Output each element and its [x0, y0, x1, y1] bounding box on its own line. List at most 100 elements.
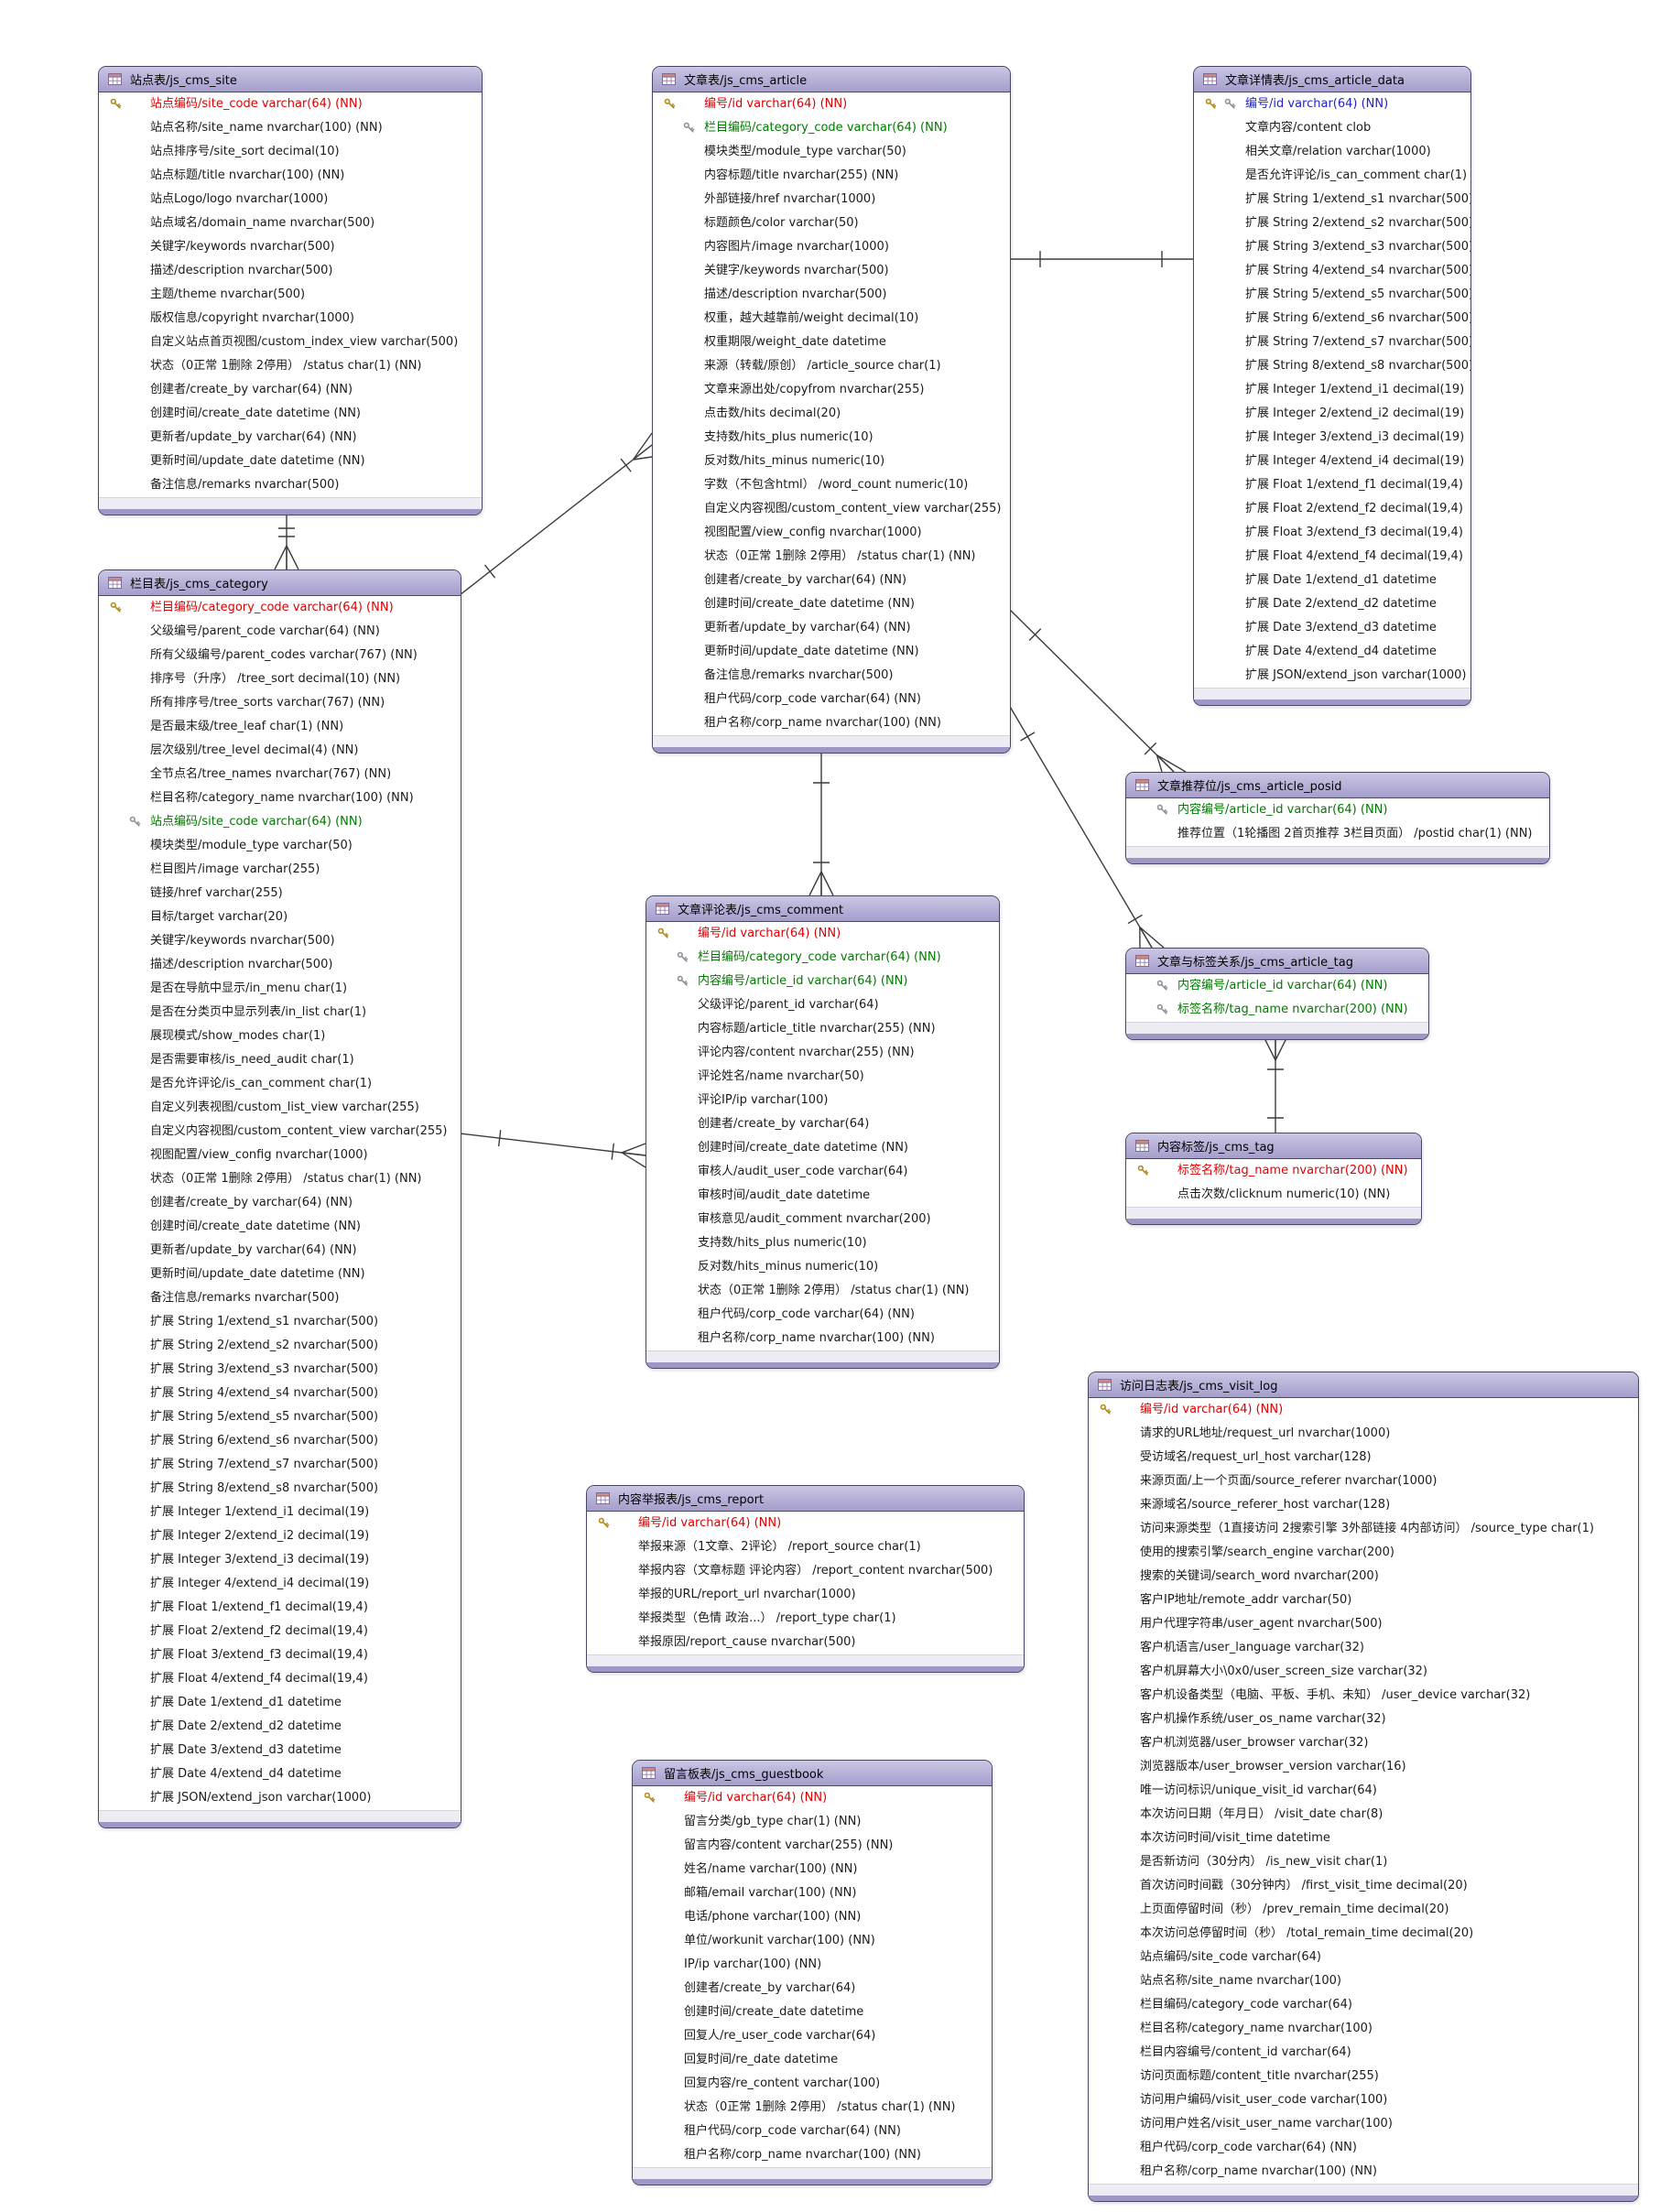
field-row: 扩展 Float 1/extend_f1 decimal(19,4) [1194, 473, 1470, 497]
table-header-js_cms_article_posid[interactable]: 文章推荐位/js_cms_article_posid [1126, 773, 1549, 798]
field-label: 是否允许评论/is_can_comment char(1) [1245, 168, 1468, 182]
field-row: 审核意见/audit_comment nvarchar(200) [646, 1208, 999, 1231]
field-row: 更新时间/update_date datetime (NN) [99, 1263, 461, 1286]
field-row: 姓名/name varchar(100) (NN) [633, 1858, 992, 1881]
field-row: 站点Logo/logo nvarchar(1000) [99, 188, 482, 211]
field-label: 请求的URL地址/request_url nvarchar(1000) [1140, 1426, 1391, 1440]
entity-table-js_cms_article_tag[interactable]: 文章与标签关系/js_cms_article_tag 内容编号/article_i… [1125, 948, 1429, 1040]
field-row: 点击数/hits decimal(20) [653, 402, 1010, 426]
field-label: 是否在分类页中显示列表/in_list char(1) [150, 1005, 367, 1019]
field-row: 扩展 String 5/extend_s5 nvarchar(500) [99, 1405, 461, 1429]
field-row: 自定义列表视图/custom_list_view varchar(255) [99, 1096, 461, 1120]
field-row: 是否允许评论/is_can_comment char(1) [99, 1072, 461, 1096]
field-row: 站点编码/site_code varchar(64) (NN) [99, 92, 482, 116]
field-row: 编号/id varchar(64) (NN) [646, 922, 999, 946]
field-label: 自定义列表视图/custom_list_view varchar(255) [150, 1101, 419, 1114]
table-title: 文章表/js_cms_article [684, 74, 808, 88]
field-list: 内容编号/article_id varchar(64) (NN) 标签名称/tag… [1126, 974, 1428, 1022]
field-row: 支持数/hits_plus numeric(10) [653, 426, 1010, 450]
field-row: 回复人/re_user_code varchar(64) [633, 2024, 992, 2048]
table-title: 文章推荐位/js_cms_article_posid [1157, 780, 1342, 794]
entity-table-js_cms_tag[interactable]: 内容标签/js_cms_tag 标签名称/tag_name nvarchar(20… [1125, 1133, 1422, 1225]
field-row: 创建者/create_by varchar(64) [633, 1977, 992, 2001]
field-row: 文章内容/content clob [1194, 116, 1470, 140]
field-row: 所有排序号/tree_sorts varchar(767) (NN) [99, 691, 461, 715]
field-row: 留言分类/gb_type char(1) (NN) [633, 1810, 992, 1834]
field-label: 是否最末级/tree_leaf char(1) (NN) [150, 720, 344, 733]
field-row: 栏目编码/category_code varchar(64) (NN) [653, 116, 1010, 140]
field-label: 扩展 String 1/extend_s1 nvarchar(500) [150, 1315, 379, 1328]
field-label: 所有排序号/tree_sorts varchar(767) (NN) [150, 696, 385, 710]
field-row: 举报的URL/report_url nvarchar(1000) [587, 1583, 1024, 1607]
field-row: 关键字/keywords nvarchar(500) [653, 259, 1010, 283]
field-label: 举报来源（1文章、2评论） /report_source char(1) [638, 1540, 921, 1554]
table-header-js_cms_site[interactable]: 站点表/js_cms_site [99, 67, 482, 92]
table-icon [1135, 779, 1149, 791]
field-row: 审核人/audit_user_code varchar(64) [646, 1160, 999, 1184]
table-header-js_cms_article[interactable]: 文章表/js_cms_article [653, 67, 1010, 92]
table-header-js_cms_article_data[interactable]: 文章详情表/js_cms_article_data [1194, 67, 1470, 92]
field-row: 站点标题/title nvarchar(100) (NN) [99, 164, 482, 188]
field-label: 评论姓名/name nvarchar(50) [698, 1069, 864, 1083]
field-row: 扩展 String 7/extend_s7 nvarchar(500) [99, 1453, 461, 1477]
field-row: 状态（0正常 1删除 2停用） /status char(1) (NN) [646, 1279, 999, 1303]
entity-table-js_cms_article[interactable]: 文章表/js_cms_article 编号/id varchar(64) (NN)… [652, 66, 1011, 754]
field-row: 唯一访问标识/unique_visit_id varchar(64) [1089, 1779, 1638, 1803]
field-row: 扩展 String 1/extend_s1 nvarchar(500) [99, 1310, 461, 1334]
table-icon [108, 577, 122, 589]
field-row: 浏览器版本/user_browser_version varchar(16) [1089, 1755, 1638, 1779]
entity-table-js_cms_guestbook[interactable]: 留言板表/js_cms_guestbook 编号/id varchar(64) (… [632, 1760, 993, 2185]
field-row: 创建时间/create_date datetime [633, 2001, 992, 2024]
field-row: 点击次数/clicknum numeric(10) (NN) [1126, 1183, 1421, 1207]
field-label: 使用的搜索引擎/search_engine varchar(200) [1140, 1545, 1394, 1559]
table-header-js_cms_article_tag[interactable]: 文章与标签关系/js_cms_article_tag [1126, 949, 1428, 974]
table-header-js_cms_tag[interactable]: 内容标签/js_cms_tag [1126, 1133, 1421, 1159]
field-label: 自定义内容视图/custom_content_view varchar(255) [704, 502, 1002, 515]
table-footer [1126, 846, 1549, 863]
field-row: 访问来源类型（1直接访问 2搜索引擎 3外部链接 4内部访问） /source_… [1089, 1517, 1638, 1541]
field-row: 扩展 Integer 1/extend_i1 decimal(19) [1194, 378, 1470, 402]
field-row: 来源页面/上一个页面/source_referer nvarchar(1000) [1089, 1469, 1638, 1493]
field-label: 描述/description nvarchar(500) [150, 958, 333, 971]
entity-table-js_cms_site[interactable]: 站点表/js_cms_site 站点编码/site_code varchar(64… [98, 66, 483, 515]
entity-table-js_cms_report[interactable]: 内容举报表/js_cms_report 编号/id varchar(64) (NN… [586, 1485, 1025, 1673]
field-row: 访问用户编码/visit_user_code varchar(100) [1089, 2088, 1638, 2112]
field-row: 客户机操作系统/user_os_name varchar(32) [1089, 1708, 1638, 1731]
field-label: 扩展 Date 4/extend_d4 datetime [1245, 645, 1437, 658]
entity-table-js_cms_visit_log[interactable]: 访问日志表/js_cms_visit_log 编号/id varchar(64) … [1088, 1372, 1639, 2202]
entity-table-js_cms_category[interactable]: 栏目表/js_cms_category 栏目编码/category_code va… [98, 569, 461, 1828]
field-label: 站点域名/domain_name nvarchar(500) [150, 216, 375, 230]
field-row: 是否新访问（30分内） /is_new_visit char(1) [1089, 1850, 1638, 1874]
field-row: 创建时间/create_date datetime (NN) [653, 592, 1010, 616]
field-label: 文章来源出处/copyfrom nvarchar(255) [704, 383, 925, 396]
field-row: 扩展 String 6/extend_s6 nvarchar(500) [1194, 307, 1470, 331]
field-label: 访问用户姓名/visit_user_name varchar(100) [1140, 2117, 1393, 2131]
table-header-js_cms_visit_log[interactable]: 访问日志表/js_cms_visit_log [1089, 1372, 1638, 1398]
field-label: 编号/id varchar(64) (NN) [684, 1791, 828, 1805]
field-row: 更新时间/update_date datetime (NN) [653, 640, 1010, 664]
field-label: 栏目编码/category_code varchar(64) [1140, 1998, 1352, 2011]
field-row: 层次级别/tree_level decimal(4) (NN) [99, 739, 461, 763]
field-label: 栏目内容编号/content_id varchar(64) [1140, 2045, 1351, 2059]
table-header-js_cms_guestbook[interactable]: 留言板表/js_cms_guestbook [633, 1761, 992, 1786]
entity-table-js_cms_comment[interactable]: 文章评论表/js_cms_comment 编号/id varchar(64) (N… [646, 895, 1000, 1369]
field-row: 使用的搜索引擎/search_engine varchar(200) [1089, 1541, 1638, 1565]
field-label: 审核时间/audit_date datetime [698, 1188, 871, 1202]
field-label: 租户名称/corp_name nvarchar(100) (NN) [684, 2148, 921, 2162]
field-row: 扩展 String 3/extend_s3 nvarchar(500) [99, 1358, 461, 1382]
field-label: 扩展 String 5/extend_s5 nvarchar(500) [1245, 287, 1470, 301]
field-row: 扩展 String 7/extend_s7 nvarchar(500) [1194, 331, 1470, 354]
entity-table-js_cms_article_data[interactable]: 文章详情表/js_cms_article_data 编号/id varchar(6… [1193, 66, 1471, 706]
entity-table-js_cms_article_posid[interactable]: 文章推荐位/js_cms_article_posid 内容编号/article_i… [1125, 772, 1550, 864]
field-row: 是否在导航中显示/in_menu char(1) [99, 977, 461, 1001]
field-label: 扩展 Float 4/extend_f4 decimal(19,4) [150, 1672, 368, 1686]
table-header-js_cms_comment[interactable]: 文章评论表/js_cms_comment [646, 896, 999, 922]
field-row: 租户代码/corp_code varchar(64) (NN) [646, 1303, 999, 1327]
table-header-js_cms_report[interactable]: 内容举报表/js_cms_report [587, 1486, 1024, 1512]
field-row: 站点编码/site_code varchar(64) [1089, 1946, 1638, 1969]
table-title: 内容举报表/js_cms_report [618, 1493, 765, 1507]
field-row: 更新者/update_by varchar(64) (NN) [653, 616, 1010, 640]
field-label: 受访域名/request_url_host varchar(128) [1140, 1450, 1372, 1464]
field-row: 扩展 Date 3/extend_d3 datetime [1194, 616, 1470, 640]
table-header-js_cms_category[interactable]: 栏目表/js_cms_category [99, 570, 461, 596]
